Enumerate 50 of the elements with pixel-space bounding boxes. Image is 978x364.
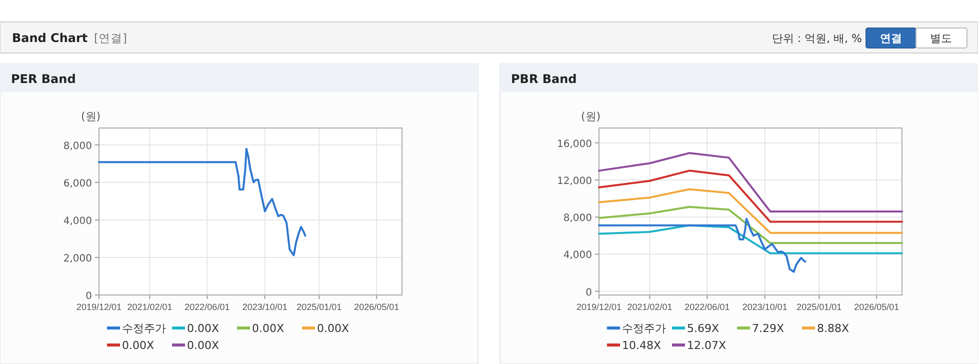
chart-title: PER Band bbox=[11, 72, 76, 86]
line-series bbox=[598, 218, 806, 273]
y-tick-label: 0 bbox=[86, 291, 92, 302]
legend-label: 0.00X bbox=[122, 339, 154, 352]
legend-label: 0.00X bbox=[252, 322, 284, 335]
x-tick-label: 2019/12/01 bbox=[76, 302, 122, 312]
x-tick-label: 2019/12/01 bbox=[576, 302, 622, 312]
text: 별도 bbox=[930, 32, 952, 45]
text: Band Chart bbox=[12, 31, 88, 45]
y-tick-label: 0 bbox=[586, 287, 592, 298]
line-series bbox=[598, 206, 903, 244]
x-tick-label: 2025/01/01 bbox=[296, 302, 342, 312]
legend-label: 5.69X bbox=[687, 322, 720, 335]
text: 단위 : 억원, 배, % bbox=[772, 32, 862, 45]
y-axis-title: (원) bbox=[581, 110, 601, 123]
legend-label: 0.00X bbox=[187, 339, 220, 352]
y-tick-label: 6,000 bbox=[63, 178, 92, 190]
legend-label: 0.00X bbox=[187, 322, 220, 335]
text: [연결] bbox=[94, 31, 127, 45]
line-series bbox=[598, 152, 903, 212]
x-tick-label: 2021/02/01 bbox=[127, 302, 172, 312]
legend-label: 0.00X bbox=[317, 322, 350, 335]
x-tick-label: 2023/10/01 bbox=[742, 302, 788, 312]
x-tick-label: 2022/06/01 bbox=[184, 302, 230, 312]
y-tick-label: 8,000 bbox=[63, 140, 92, 152]
y-axis-title: (원) bbox=[81, 110, 101, 123]
x-tick-label: 2023/10/01 bbox=[242, 302, 288, 312]
chart-title: PBR Band bbox=[511, 72, 577, 86]
legend-label: 10.48X bbox=[622, 339, 662, 352]
line-series bbox=[98, 148, 306, 256]
line-series bbox=[598, 188, 903, 234]
x-tick-label: 2025/01/01 bbox=[796, 302, 842, 312]
y-tick-label: 8,000 bbox=[563, 213, 592, 224]
legend-label: 수정주가 bbox=[122, 322, 166, 335]
line-series bbox=[598, 170, 903, 223]
legend-label: 8.88X bbox=[817, 322, 850, 335]
text: 연결 bbox=[880, 32, 902, 45]
legend-label: 수정주가 bbox=[622, 322, 666, 335]
y-tick-label: 4,000 bbox=[563, 250, 592, 262]
x-tick-label: 2026/05/01 bbox=[354, 302, 400, 312]
legend-label: 12.07X bbox=[687, 339, 726, 352]
y-tick-label: 2,000 bbox=[63, 253, 92, 264]
line-series bbox=[598, 224, 903, 254]
x-tick-label: 2026/05/01 bbox=[854, 302, 900, 312]
y-tick-label: 12,000 bbox=[557, 176, 592, 187]
legend-label: 7.29X bbox=[752, 322, 784, 335]
y-tick-label: 16,000 bbox=[557, 138, 592, 150]
x-tick-label: 2022/06/01 bbox=[684, 302, 730, 312]
x-tick-label: 2021/02/01 bbox=[627, 302, 672, 312]
y-tick-label: 4,000 bbox=[63, 216, 92, 227]
